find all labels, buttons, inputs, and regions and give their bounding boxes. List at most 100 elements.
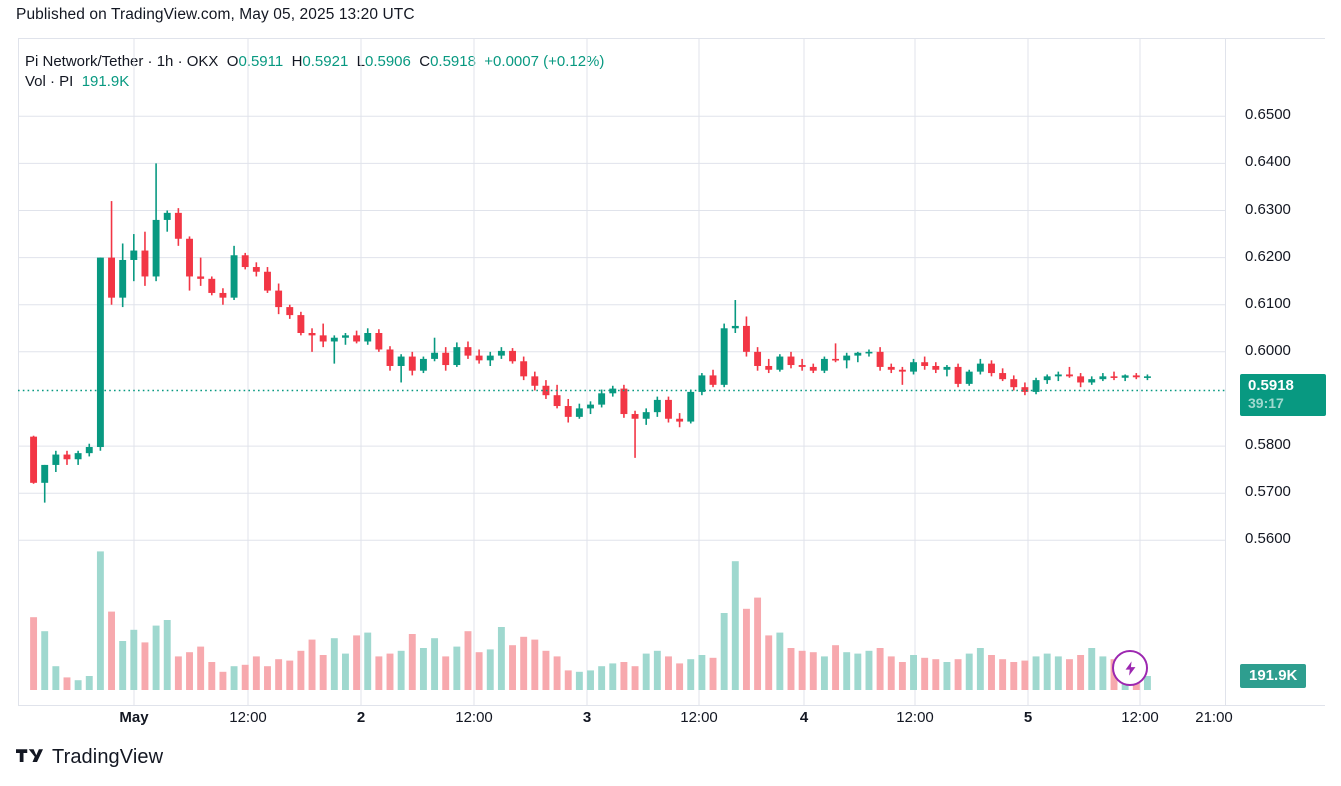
volume-bar	[965, 653, 973, 690]
time-axis[interactable]: May 12:00 2 12:00 3 12:00 4 12:00 5 12:00 21:00	[18, 707, 1325, 733]
volume-bar	[676, 663, 684, 690]
legend-high-label: H	[291, 53, 303, 70]
volume-bar	[85, 676, 93, 690]
candle-body	[252, 267, 260, 272]
volume-bar	[297, 650, 305, 690]
volume-bar	[520, 636, 528, 690]
candle-body	[163, 212, 171, 220]
volume-bar	[1077, 655, 1085, 690]
legend-close-value: 0.5918	[430, 53, 476, 70]
volume-bar	[999, 659, 1007, 690]
candle-body	[130, 250, 138, 260]
volume-bar	[765, 635, 773, 690]
footer-brand-label: TradingView	[52, 746, 164, 768]
candle-body	[865, 351, 873, 354]
legend-symbol-row: Pi Network/Tether · 1h · OKX O0.5911 H0.…	[25, 52, 604, 72]
legend-symbol[interactable]: Pi Network/Tether	[25, 53, 144, 70]
volume-bar	[709, 657, 717, 690]
volume-bar	[308, 639, 316, 690]
candle-body	[910, 362, 917, 372]
candle-body	[832, 358, 840, 361]
time-axis-tick: 21:00	[1195, 709, 1233, 726]
volume-bar	[542, 650, 550, 690]
legend-exchange[interactable]: OKX	[186, 53, 219, 70]
volume-bar	[887, 656, 895, 690]
price-axis-tick: 0.5600	[1245, 530, 1291, 548]
candle-body	[497, 350, 505, 356]
candle-body	[754, 351, 762, 366]
volume-bar	[954, 659, 962, 690]
candle-body	[965, 371, 973, 384]
candle-body	[386, 349, 394, 366]
price-chart-canvas[interactable]	[18, 38, 1225, 705]
volume-bar	[910, 655, 917, 690]
volume-bar	[241, 664, 249, 690]
volume-bar	[575, 671, 583, 690]
volume-bar	[30, 617, 38, 690]
candle-body	[342, 335, 349, 338]
tradingview-logo-icon	[16, 749, 43, 762]
candle-body	[1110, 376, 1118, 378]
legend-interval[interactable]: 1h	[156, 53, 174, 70]
price-axis-tick: 0.5700	[1245, 483, 1291, 501]
volume-bar	[876, 648, 884, 690]
candle-body	[598, 393, 606, 405]
time-axis-tick: 12:00	[455, 709, 493, 726]
candle-body	[364, 333, 372, 342]
volume-value-badge[interactable]: 191.9K	[1240, 664, 1307, 688]
volume-bar	[275, 659, 283, 690]
candle-body	[698, 375, 706, 392]
price-axis[interactable]: 0.6500 0.6400 0.6300 0.6200 0.6100 0.6000 0.58…	[1226, 38, 1341, 705]
candle-body	[353, 335, 361, 342]
volume-bar	[431, 638, 439, 690]
volume-bar	[108, 611, 115, 690]
candle-body	[174, 212, 182, 239]
volume-bar	[486, 649, 494, 690]
candle-body	[408, 356, 416, 371]
volume-bar	[464, 631, 472, 690]
candle-body	[988, 363, 995, 374]
volume-bar	[342, 653, 349, 690]
candle-body	[308, 333, 316, 336]
candle-body	[1132, 375, 1140, 378]
current-price-badge[interactable]: 0.5918 39:17	[1240, 373, 1326, 416]
legend-sep-1: ·	[147, 53, 153, 70]
candle-body	[531, 376, 539, 386]
candle-body	[1077, 376, 1085, 383]
candle-body	[798, 365, 806, 367]
candle-body	[943, 366, 951, 370]
volume-bar	[453, 646, 461, 690]
price-axis-separator	[1225, 38, 1226, 705]
time-axis-separator	[18, 705, 1325, 706]
volume-bar	[152, 625, 160, 690]
volume-bar	[408, 634, 416, 690]
footer-brand[interactable]: TradingView	[16, 746, 163, 769]
lightning-bolt-icon[interactable]	[1112, 650, 1148, 686]
legend-volume-label[interactable]: Vol · PI	[25, 73, 74, 90]
volume-bar	[587, 670, 594, 690]
legend-low-value: 0.5906	[364, 53, 411, 70]
volume-bar	[531, 639, 539, 690]
candle-body	[41, 464, 49, 483]
candle-body	[898, 369, 906, 372]
lightning-glyph	[1125, 660, 1135, 676]
chart-frame	[18, 38, 1325, 705]
candle-body	[709, 375, 717, 385]
volume-bar	[564, 670, 572, 690]
candle-body	[108, 257, 115, 298]
price-axis-tick: 0.6000	[1245, 341, 1291, 359]
volume-bar	[820, 656, 828, 690]
candle-body	[631, 414, 639, 419]
volume-bar	[1143, 676, 1151, 690]
candle-body	[687, 391, 695, 422]
candle-body	[1088, 379, 1096, 383]
candle-body	[854, 352, 862, 356]
legend-sep-2: ·	[177, 53, 183, 70]
candle-body	[74, 453, 82, 460]
chart-legend[interactable]: Pi Network/Tether · 1h · OKX O0.5911 H0.…	[25, 52, 604, 92]
volume-bar	[419, 648, 427, 690]
volume-bar	[442, 656, 450, 690]
candle-body	[653, 399, 661, 413]
price-axis-tick: 0.6500	[1245, 106, 1291, 124]
volume-bar	[1099, 656, 1107, 690]
